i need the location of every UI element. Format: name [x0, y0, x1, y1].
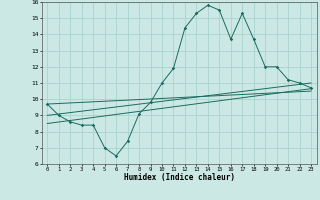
- X-axis label: Humidex (Indice chaleur): Humidex (Indice chaleur): [124, 173, 235, 182]
